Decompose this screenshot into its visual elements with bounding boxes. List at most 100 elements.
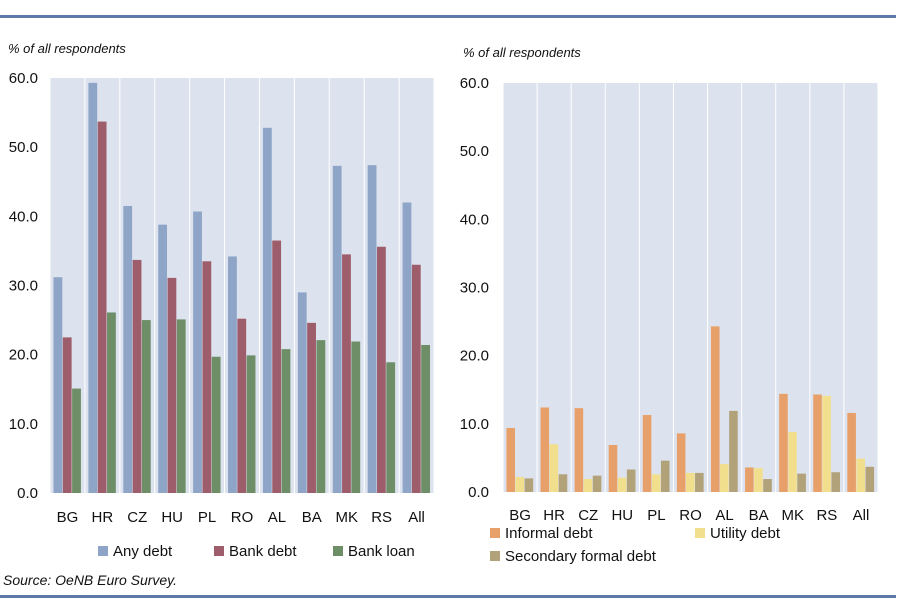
bar-left-bank-loan-ba bbox=[316, 340, 326, 493]
source-note: Source: OeNB Euro Survey. bbox=[3, 572, 178, 588]
bar-right-informal-debt-ro bbox=[676, 433, 686, 492]
x-category-label-left: HU bbox=[161, 509, 183, 526]
bar-left-any-debt-hr bbox=[88, 82, 98, 493]
bar-right-utility-debt-bg bbox=[515, 477, 525, 492]
x-category-label-right: HR bbox=[543, 507, 565, 524]
x-category-label-left: BA bbox=[302, 509, 322, 526]
bar-left-any-debt-cz bbox=[123, 205, 133, 494]
bar-right-utility-debt-rs bbox=[822, 395, 831, 492]
x-category-label-right: HU bbox=[611, 507, 633, 524]
bar-left-bank-loan-cz bbox=[141, 320, 151, 493]
x-category-label-right: BG bbox=[509, 507, 531, 524]
legend-swatch-left-any-debt bbox=[98, 546, 108, 556]
bar-right-secondary-formal-debt-mk bbox=[797, 473, 806, 492]
legend-swatch-right-informal-debt bbox=[490, 528, 500, 538]
bar-right-secondary-formal-debt-hu bbox=[626, 469, 636, 492]
legend-label-right-utility-debt: Utility debt bbox=[710, 525, 781, 542]
bar-right-informal-debt-all bbox=[847, 412, 856, 492]
bar-right-secondary-formal-debt-ro bbox=[695, 472, 704, 492]
bar-left-any-debt-hu bbox=[158, 224, 168, 493]
y-tick-label-left: 10.0 bbox=[9, 416, 38, 433]
bar-right-utility-debt-hu bbox=[617, 477, 627, 492]
bar-left-bank-debt-hr bbox=[97, 121, 107, 493]
y-tick-label-right: 10.0 bbox=[460, 416, 489, 433]
x-category-label-right: RO bbox=[679, 507, 702, 524]
bar-left-bank-loan-ro bbox=[246, 355, 256, 493]
bar-left-bank-debt-bg bbox=[62, 337, 72, 493]
x-category-label-left: RS bbox=[371, 509, 392, 526]
bar-left-bank-loan-mk bbox=[351, 341, 361, 493]
x-category-label-right: All bbox=[853, 507, 870, 524]
y-tick-label-right: 50.0 bbox=[460, 143, 489, 160]
bar-left-bank-debt-all bbox=[411, 264, 421, 493]
x-category-label-left: All bbox=[408, 509, 425, 526]
bar-left-bank-loan-hu bbox=[176, 319, 186, 493]
bar-right-secondary-formal-debt-al bbox=[729, 410, 738, 492]
bar-left-bank-loan-hr bbox=[107, 312, 116, 493]
bar-left-bank-debt-rs bbox=[376, 246, 386, 493]
bar-right-utility-debt-all bbox=[856, 458, 865, 492]
bar-right-secondary-formal-debt-hr bbox=[558, 474, 568, 492]
x-category-label-left: HR bbox=[92, 509, 114, 526]
legend-label-left-bank-loan: Bank loan bbox=[348, 543, 415, 560]
bar-left-bank-loan-bg bbox=[72, 388, 81, 493]
bar-left-any-debt-all bbox=[402, 202, 412, 493]
x-category-label-left: RO bbox=[231, 509, 254, 526]
bar-right-informal-debt-hu bbox=[608, 444, 618, 492]
bar-left-bank-loan-all bbox=[421, 344, 431, 493]
x-category-label-right: PL bbox=[647, 507, 665, 524]
bar-right-informal-debt-bg bbox=[506, 427, 515, 492]
bar-left-bank-debt-pl bbox=[202, 261, 212, 493]
bar-right-informal-debt-cz bbox=[574, 408, 584, 492]
legend-label-left-any-debt: Any debt bbox=[113, 543, 173, 560]
x-category-label-left: BG bbox=[57, 509, 79, 526]
bar-right-secondary-formal-debt-ba bbox=[763, 479, 772, 492]
y-tick-label-left: 30.0 bbox=[9, 278, 38, 295]
x-category-label-left: PL bbox=[198, 509, 216, 526]
bar-right-informal-debt-mk bbox=[779, 393, 788, 492]
y-tick-label-left: 0.0 bbox=[17, 485, 38, 502]
bar-left-bank-loan-al bbox=[281, 349, 291, 493]
bar-left-any-debt-bg bbox=[53, 277, 63, 493]
bar-right-informal-debt-ba bbox=[745, 467, 754, 492]
y-tick-label-left: 50.0 bbox=[9, 139, 38, 156]
bar-left-any-debt-rs bbox=[367, 165, 377, 493]
bar-left-bank-loan-rs bbox=[386, 362, 396, 493]
bar-right-utility-debt-ba bbox=[754, 468, 763, 492]
bar-left-bank-debt-cz bbox=[132, 259, 142, 493]
bar-left-bank-debt-mk bbox=[342, 254, 351, 493]
legend-swatch-left-bank-debt bbox=[214, 546, 224, 556]
legend-swatch-right-utility-debt bbox=[695, 528, 705, 538]
y-tick-label-left: 20.0 bbox=[9, 347, 38, 364]
bar-right-utility-debt-al bbox=[720, 464, 729, 492]
x-category-label-right: RS bbox=[816, 507, 837, 524]
bar-right-utility-debt-mk bbox=[788, 432, 797, 492]
bar-left-any-debt-pl bbox=[193, 211, 202, 493]
top-rule bbox=[0, 15, 896, 18]
bar-left-bank-debt-al bbox=[272, 240, 282, 493]
bar-right-informal-debt-rs bbox=[813, 394, 822, 492]
x-category-label-left: AL bbox=[268, 509, 286, 526]
bar-right-secondary-formal-debt-pl bbox=[660, 460, 670, 492]
bar-left-bank-debt-hu bbox=[167, 277, 177, 493]
bar-right-utility-debt-cz bbox=[583, 479, 593, 492]
x-category-label-left: MK bbox=[335, 509, 358, 526]
bar-left-any-debt-mk bbox=[332, 165, 342, 493]
bar-right-utility-debt-pl bbox=[651, 474, 661, 492]
bar-right-informal-debt-al bbox=[710, 326, 720, 492]
legend-label-right-secondary-formal-debt: Secondary formal debt bbox=[505, 548, 657, 565]
y-tick-label-left: 60.0 bbox=[9, 70, 38, 87]
y-tick-label-right: 20.0 bbox=[460, 348, 489, 365]
bar-left-any-debt-ro bbox=[228, 256, 237, 493]
bar-left-any-debt-al bbox=[262, 127, 272, 494]
bar-right-secondary-formal-debt-cz bbox=[592, 475, 602, 492]
bar-right-secondary-formal-debt-bg bbox=[524, 478, 534, 492]
y-tick-label-right: 0.0 bbox=[468, 484, 489, 501]
bar-left-any-debt-ba bbox=[297, 292, 307, 493]
y-tick-label-left: 40.0 bbox=[9, 208, 38, 225]
bar-right-secondary-formal-debt-rs bbox=[831, 472, 840, 492]
bottom-rule bbox=[0, 595, 896, 598]
x-category-label-right: AL bbox=[715, 507, 733, 524]
bar-left-bank-debt-ro bbox=[237, 318, 247, 493]
